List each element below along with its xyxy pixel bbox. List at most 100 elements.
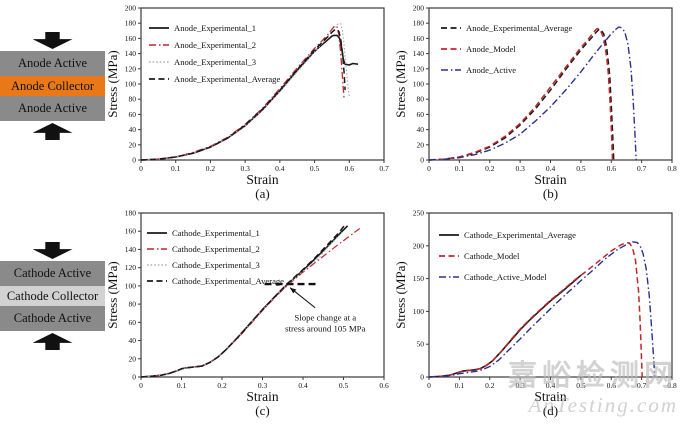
x-tick-label: 0.5 (310, 164, 320, 173)
y-tick-label: 100 (413, 307, 425, 316)
x-tick-label: 0.3 (240, 164, 250, 173)
legend-label: Cathode_Experimental_1 (172, 228, 260, 238)
x-tick-label: 0.4 (546, 164, 556, 173)
y-tick-label: 0 (420, 156, 424, 165)
y-tick-label: 40 (129, 125, 137, 134)
x-tick-label: 0.4 (546, 381, 556, 390)
y-tick-label: 0 (132, 373, 136, 382)
annotation-text: stress around 105 MPa (285, 324, 365, 334)
x-axis-title: Strain (534, 172, 566, 187)
y-tick-label: 50 (417, 340, 425, 349)
legend-label: Cathode_Experimental_3 (172, 260, 260, 270)
chart-anode-experimental: 0 0.1 0.2 0.3 0.4 0.5 0.6 0.7 0 20 40 60 80 100 120 140… (105, 0, 392, 205)
x-tick-label: 0.6 (607, 381, 617, 390)
layer-cathode-active-bottom-label: Cathode Active (13, 311, 92, 325)
anode-structure-diagram: Anode Active Anode Collector Anode Activ… (0, 30, 105, 142)
x-tick-label: 0.2 (485, 381, 495, 390)
y-tick-label: 200 (413, 241, 425, 250)
layer-anode-collector: Anode Collector (0, 76, 105, 96)
y-tick-label: 0 (420, 373, 424, 382)
x-tick-label: 0.2 (485, 164, 495, 173)
y-tick-label: 80 (129, 300, 137, 309)
x-axis-title: Strain (534, 389, 566, 404)
cathode-structure-diagram: Cathode Active Cathode Collector Cathode… (0, 240, 105, 352)
y-tick-label: 200 (125, 4, 137, 13)
x-tick-label: 0.6 (345, 164, 355, 173)
y-tick-label: 250 (413, 209, 425, 218)
y-tick-label: 120 (413, 64, 425, 73)
x-tick-label: 0 (427, 381, 431, 390)
legend-label: Cathode_Experimental_Average (464, 230, 576, 240)
y-tick-label: 140 (125, 245, 137, 254)
structure-diagrams: Anode Active Anode Collector Anode Activ… (0, 0, 105, 422)
x-tick-label: 0.3 (515, 381, 525, 390)
series-Anode_Experimental_Average (140, 28, 346, 161)
y-tick-label: 140 (413, 49, 425, 58)
x-tick-label: 0.6 (607, 164, 617, 173)
y-axis-title: Stress (MPa) (393, 50, 408, 118)
panel-caption: (b) (543, 186, 558, 201)
legend-label: Anode_Experimental_3 (174, 57, 256, 67)
y-tick-label: 60 (129, 110, 137, 119)
y-tick-label: 60 (129, 318, 137, 327)
x-tick-label: 0 (139, 381, 143, 390)
y-tick-label: 160 (125, 34, 137, 43)
x-tick-label: 0.7 (637, 164, 647, 173)
y-axis-title: Stress (MPa) (393, 261, 408, 329)
chart-a-svg: 0 0.1 0.2 0.3 0.4 0.5 0.6 0.7 0 20 40 60 80 100 120 140… (105, 4, 389, 202)
panel-caption: (d) (543, 403, 558, 418)
layer-cathode-collector: Cathode Collector (0, 286, 105, 306)
x-tick-label: 0.1 (171, 164, 181, 173)
layer-cathode-active-bottom: Cathode Active (0, 306, 105, 331)
legend-label: Cathode_Model (464, 251, 520, 261)
panel-caption: (c) (255, 403, 269, 418)
y-tick-label: 140 (125, 49, 137, 58)
compression-arrow-down-icon (32, 32, 73, 49)
y-tick-label: 20 (129, 354, 137, 363)
legend-label: Cathode_Active_Model (464, 272, 547, 282)
series-Cathode_Experimental_Average (428, 274, 582, 378)
series-Anode_Experimental_Average (428, 28, 615, 161)
y-tick-label: 100 (125, 80, 137, 89)
y-tick-label: 160 (125, 227, 137, 236)
y-tick-label: 160 (413, 34, 425, 43)
layer-cathode-active-top-label: Cathode Active (13, 266, 92, 280)
panel-caption: (a) (255, 186, 269, 201)
chart-cathode-experimental: 0 0.1 0.2 0.3 0.4 0.5 0.6 0 20 40 60 80 100 120 140 160… (105, 205, 392, 422)
y-tick-label: 40 (417, 125, 425, 134)
legend-label: Anode_Experimental_2 (174, 40, 256, 50)
y-tick-label: 200 (413, 4, 425, 13)
legend-label: Anode_Experimental_Average (174, 74, 280, 84)
legend-label: Anode_Experimental_1 (174, 23, 256, 33)
y-tick-label: 80 (417, 95, 425, 104)
legend-label: Anode_Experimental_Average (466, 23, 572, 33)
legend-label: Anode_Model (466, 44, 516, 54)
y-tick-label: 180 (125, 19, 137, 28)
series-Anode_Active (428, 26, 637, 161)
y-tick-label: 100 (125, 281, 137, 290)
y-tick-label: 180 (413, 19, 425, 28)
x-tick-label: 0.5 (339, 381, 349, 390)
annotation-text: Slope change at a (294, 313, 356, 323)
compression-arrow-down-icon (32, 242, 73, 259)
y-tick-label: 100 (413, 80, 425, 89)
annotation-arrowhead (290, 287, 297, 294)
y-axis-title: Stress (MPa) (105, 261, 120, 329)
legend-label: Cathode_Experimental_Average (172, 276, 284, 286)
x-tick-label: 0.5 (576, 164, 586, 173)
y-tick-label: 150 (413, 274, 425, 283)
x-axis-title: Strain (246, 389, 278, 404)
layer-anode-active-top: Anode Active (0, 51, 105, 76)
layer-anode-active-bottom: Anode Active (0, 96, 105, 121)
series-Anode_Model (428, 27, 614, 161)
chart-b-svg: 0 0.1 0.2 0.3 0.4 0.5 0.6 0.7 0.8 0 20 40 60 80 100 120… (393, 4, 677, 202)
x-tick-label: 0.5 (576, 381, 586, 390)
layer-anode-active-bottom-label: Anode Active (17, 101, 88, 115)
series-Cathode_Experimental_Average (140, 223, 347, 378)
x-tick-label: 0.4 (298, 381, 308, 390)
y-tick-label: 120 (125, 263, 137, 272)
x-tick-label: 0 (139, 164, 143, 173)
y-tick-label: 20 (129, 140, 137, 149)
chart-cathode-model: 0 0.1 0.2 0.3 0.4 0.5 0.6 0.7 0.8 0 50 100 150 200 250… (393, 205, 680, 422)
